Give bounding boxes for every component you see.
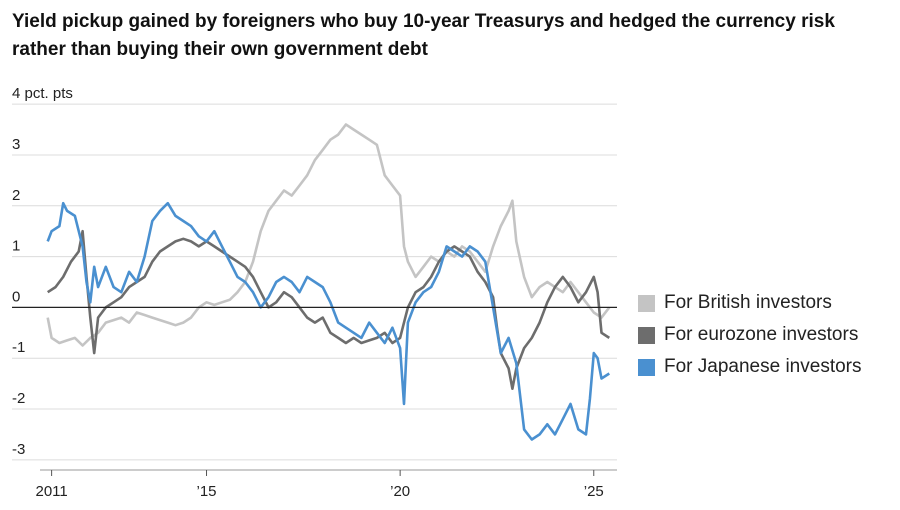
series-line-british <box>46 123 611 347</box>
legend-label-japanese: For Japanese investors <box>664 356 862 377</box>
y-tick-label-4: 0 <box>12 288 20 305</box>
x-tick-label-3: ’25 <box>584 483 604 500</box>
y-tick-label-0: 4 pct. pts <box>12 85 73 102</box>
x-tick-label-1: ’15 <box>197 483 217 500</box>
legend-item-british: For British investors <box>638 287 862 319</box>
grid-lines <box>12 103 617 461</box>
legend-label-eurozone: For eurozone investors <box>664 324 859 345</box>
chart-title: Yield pickup gained by foreigners who bu… <box>12 11 835 60</box>
series-line-eurozone <box>46 229 611 391</box>
y-tick-label-1: 3 <box>12 136 20 153</box>
x-tick-label-2: ’20 <box>390 483 410 500</box>
y-tick-label-7: -3 <box>12 441 25 458</box>
legend-swatch-eurozone <box>638 326 655 344</box>
legend-label-british: For British investors <box>664 292 832 313</box>
series-lines <box>46 123 611 441</box>
axes <box>12 306 617 476</box>
y-tick-label-3: 1 <box>12 238 20 255</box>
x-tick-label-0: 2011 <box>35 483 67 500</box>
legend-item-japanese: For Japanese investors <box>638 351 862 383</box>
legend-swatch-japanese <box>638 358 655 376</box>
y-tick-label-5: -1 <box>12 339 25 356</box>
legend: For British investors For eurozone inves… <box>638 287 862 383</box>
y-tick-label-2: 2 <box>12 187 20 204</box>
tick-labels: 4 pct. pts 3 2 1 0 -1 -2 -3 2011 ’15 ’20 ’25 <box>12 85 604 500</box>
legend-swatch-british <box>638 294 655 312</box>
legend-item-eurozone: For eurozone investors <box>638 319 862 351</box>
series-line-japanese <box>46 201 611 441</box>
y-tick-label-6: -2 <box>12 390 25 407</box>
